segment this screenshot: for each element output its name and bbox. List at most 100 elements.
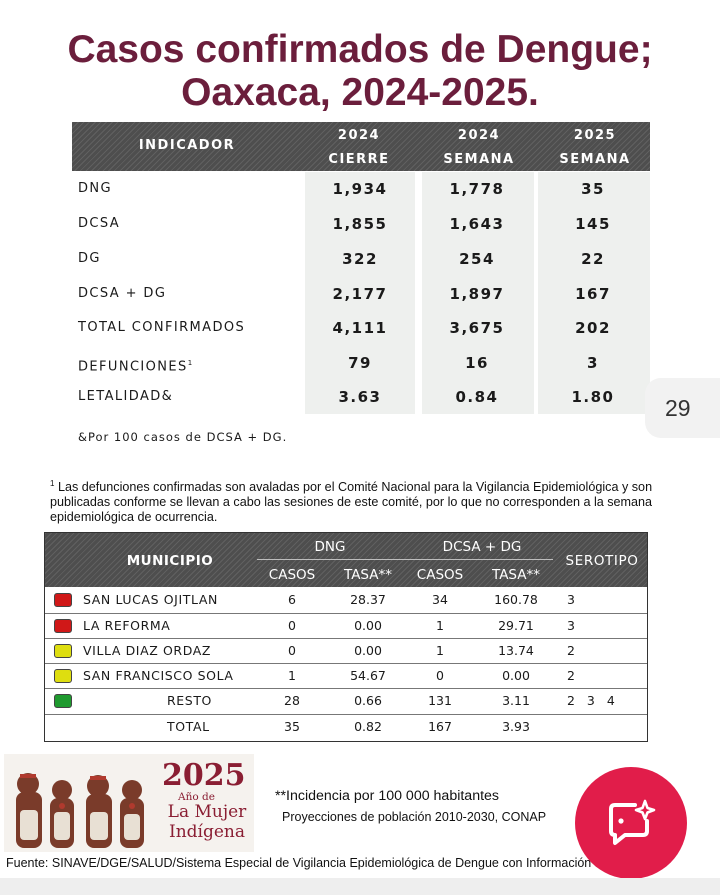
- header-dcsa-casos: CASOS: [416, 567, 464, 583]
- summary-row-total-confirmados: TOTAL CONFIRMADOS 4,111 3,675 202: [72, 311, 650, 345]
- column-shade-1: [305, 172, 415, 414]
- value-2025-semana: 1.80: [571, 388, 615, 406]
- value-2025-semana: 167: [575, 285, 611, 303]
- value-2025-semana: 202: [575, 319, 611, 337]
- dng-tasa: 54.67: [350, 668, 386, 683]
- value-2024-cierre: 1,934: [332, 180, 388, 198]
- dcsa-casos: 34: [432, 592, 448, 607]
- green-level-swatch: [54, 694, 72, 708]
- yellow-level-swatch: [54, 669, 72, 683]
- dng-tasa: 0.82: [354, 719, 382, 734]
- header-col1-year: 2024: [337, 128, 381, 143]
- header-col1-label: CIERRE: [328, 152, 390, 167]
- logo-name-line-2: Indígena: [168, 822, 245, 842]
- municipio-row: LA REFORMA 0 0.00 1 29.71 3: [45, 613, 647, 638]
- chat-sparkle-icon: [609, 799, 656, 845]
- municipio-name: TOTAL: [167, 719, 210, 734]
- dcsa-casos: 131: [428, 693, 452, 708]
- municipio-name: SAN LUCAS OJITLAN: [83, 592, 218, 607]
- red-level-swatch: [54, 593, 72, 607]
- municipio-row: SAN LUCAS OJITLAN 6 28.37 34 160.78 3: [45, 588, 647, 613]
- header-dng: DNG: [314, 539, 346, 555]
- title-line-2: Oaxaca, 2024-2025.: [181, 71, 539, 114]
- value-2024-semana: 1,643: [449, 215, 505, 233]
- header-divider: [257, 559, 553, 560]
- municipio-row: SAN FRANCISCO SOLA 1 54.67 0 0.00 2: [45, 663, 647, 688]
- logo-year: 2025: [162, 758, 246, 793]
- dng-casos: 1: [288, 668, 296, 683]
- dng-tasa: 28.37: [350, 592, 386, 607]
- dcsa-casos: 0: [436, 668, 444, 683]
- dng-casos: 0: [288, 643, 296, 658]
- row-label: DEFUNCIONES1: [78, 346, 194, 384]
- header-col2-year: 2024: [457, 128, 501, 143]
- header-dcsa-dg: DCSA + DG: [442, 539, 522, 555]
- municipio-row: RESTO 28 0.66 131 3.11 2 3 4: [45, 688, 647, 713]
- red-level-swatch: [54, 619, 72, 633]
- value-2024-cierre: 322: [342, 250, 378, 268]
- value-2024-cierre: 4,111: [332, 319, 388, 337]
- dng-casos: 0: [288, 618, 296, 633]
- row-label: LETALIDAD&: [78, 389, 174, 404]
- column-shade-2: [422, 172, 534, 414]
- value-2024-cierre: 3.63: [338, 388, 382, 406]
- summary-row-letalidad: LETALIDAD& 3.63 0.84 1.80: [72, 380, 650, 414]
- serotipo: 2: [567, 668, 575, 683]
- value-2025-semana: 35: [581, 180, 605, 198]
- dcsa-tasa: 29.71: [498, 618, 534, 633]
- value-2024-semana: 0.84: [455, 388, 499, 406]
- dcsa-tasa: 160.78: [494, 592, 538, 607]
- value-2024-semana: 1,778: [449, 180, 505, 198]
- dng-tasa: 0.00: [354, 618, 382, 633]
- value-2024-semana: 3,675: [449, 319, 505, 337]
- value-2024-cierre: 1,855: [332, 215, 388, 233]
- serotipo: 2: [567, 643, 575, 658]
- yellow-level-swatch: [54, 644, 72, 658]
- header-indicador: INDICADOR: [138, 138, 236, 153]
- municipio-table-header: MUNICIPIO DNG DCSA + DG SEROTIPO CASOS T…: [45, 533, 647, 587]
- header-serotipo: SEROTIPO: [565, 553, 639, 569]
- logo-name-line-1: La Mujer: [167, 802, 247, 822]
- serotipo: 2 3 4: [567, 693, 615, 708]
- letalidad-note: &Por 100 casos de DCSA + DG.: [78, 430, 288, 444]
- municipio-name: VILLA DIAZ ORDAZ: [83, 643, 212, 658]
- page-number-badge: 29: [645, 378, 720, 438]
- source-note: Fuente: SINAVE/DGE/SALUD/Sistema Especia…: [6, 856, 656, 870]
- dng-casos: 6: [288, 592, 296, 607]
- summary-row-dg: DG 322 254 22: [72, 242, 650, 276]
- year-logo: 2025 Año de La Mujer Indígena: [4, 754, 254, 852]
- row-label: DCSA: [78, 216, 121, 231]
- value-2024-cierre: 79: [348, 354, 372, 372]
- value-2024-cierre: 2,177: [332, 285, 388, 303]
- chat-fab-button[interactable]: [575, 767, 687, 879]
- footnote-marker: 1: [50, 479, 55, 488]
- women-illustration: [16, 773, 144, 848]
- footnote-text: Las defunciones confirmadas son avaladas…: [50, 480, 653, 525]
- header-municipio: MUNICIPIO: [126, 553, 214, 569]
- dcsa-casos: 167: [428, 719, 452, 734]
- municipio-name: SAN FRANCISCO SOLA: [83, 668, 234, 683]
- dcsa-casos: 1: [436, 618, 444, 633]
- logo-name: La Mujer Indígena: [164, 802, 250, 842]
- value-2025-semana: 145: [575, 215, 611, 233]
- dcsa-casos: 1: [436, 643, 444, 658]
- value-2024-semana: 254: [459, 250, 495, 268]
- municipio-name: LA REFORMA: [83, 618, 171, 633]
- value-2024-semana: 16: [465, 354, 489, 372]
- dng-tasa: 0.00: [354, 643, 382, 658]
- municipio-total-row: TOTAL 35 0.82 167 3.93: [45, 714, 647, 739]
- footnote-marker: 1: [187, 359, 194, 367]
- header-col3-label: SEMANA: [559, 152, 631, 167]
- header-dcsa-tasa: TASA**: [492, 567, 540, 583]
- summary-table-header: INDICADOR 2024 CIERRE 2024 SEMANA 2025 S…: [72, 122, 650, 171]
- header-col3-year: 2025: [573, 128, 617, 143]
- header-col2-label: SEMANA: [443, 152, 515, 167]
- header-dng-casos: CASOS: [268, 567, 316, 583]
- value-2024-semana: 1,897: [449, 285, 505, 303]
- municipio-row: VILLA DIAZ ORDAZ 0 0.00 1 13.74 2: [45, 638, 647, 663]
- row-label: TOTAL CONFIRMADOS: [78, 320, 246, 335]
- summary-row-dng: DNG 1,934 1,778 35: [72, 172, 650, 206]
- dcsa-tasa: 3.11: [502, 693, 530, 708]
- dcsa-tasa: 3.93: [502, 719, 530, 734]
- serotipo: 3: [567, 592, 575, 607]
